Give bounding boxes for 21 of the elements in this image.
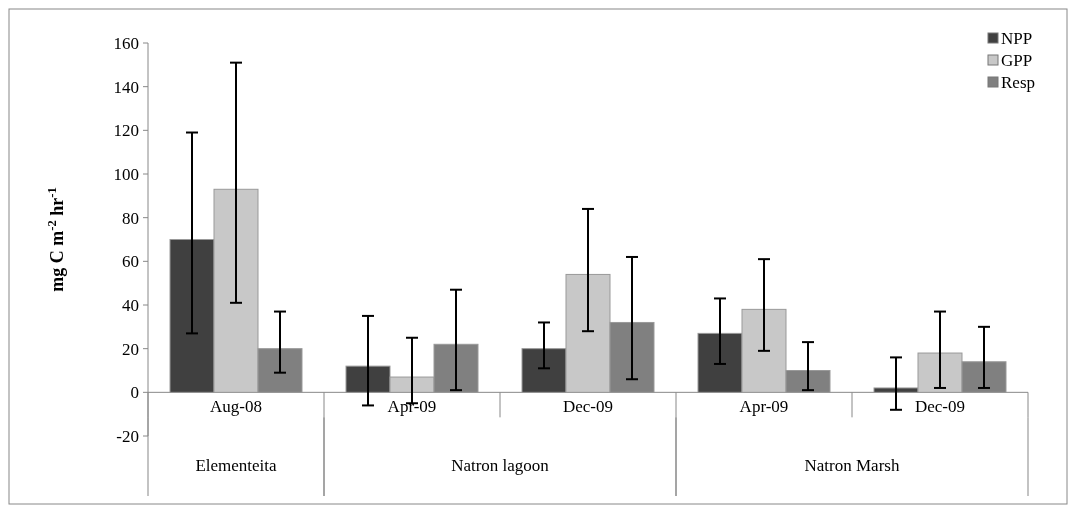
legend-label: GPP xyxy=(1001,50,1033,70)
y-tick-label: 20 xyxy=(122,339,139,359)
y-tick-label: 100 xyxy=(113,164,139,184)
y-tick-label: 120 xyxy=(113,121,139,141)
y-tick-label: 60 xyxy=(122,252,139,272)
x-tick-label: Dec-09 xyxy=(914,397,966,417)
y-tick-label: 160 xyxy=(113,33,139,53)
y-tick-label: 140 xyxy=(113,77,139,97)
y-tick-label: 0 xyxy=(130,383,139,403)
legend-label: Resp xyxy=(1001,72,1035,92)
text: Elementeita xyxy=(195,456,278,475)
x-tick-label: Apr-09 xyxy=(387,397,437,417)
y-tick-label: 40 xyxy=(122,295,139,315)
x-tick-label: Aug-08 xyxy=(210,397,262,417)
y-tick-label: 80 xyxy=(122,208,139,228)
x-tick-label: Dec-09 xyxy=(562,397,614,417)
legend-label: NPP xyxy=(1001,28,1033,48)
y-tick-label: -20 xyxy=(116,426,139,446)
x-tick-label: Apr-09 xyxy=(739,397,789,417)
text: Natron Marsh xyxy=(804,456,900,475)
text: Natron lagoon xyxy=(451,456,550,475)
